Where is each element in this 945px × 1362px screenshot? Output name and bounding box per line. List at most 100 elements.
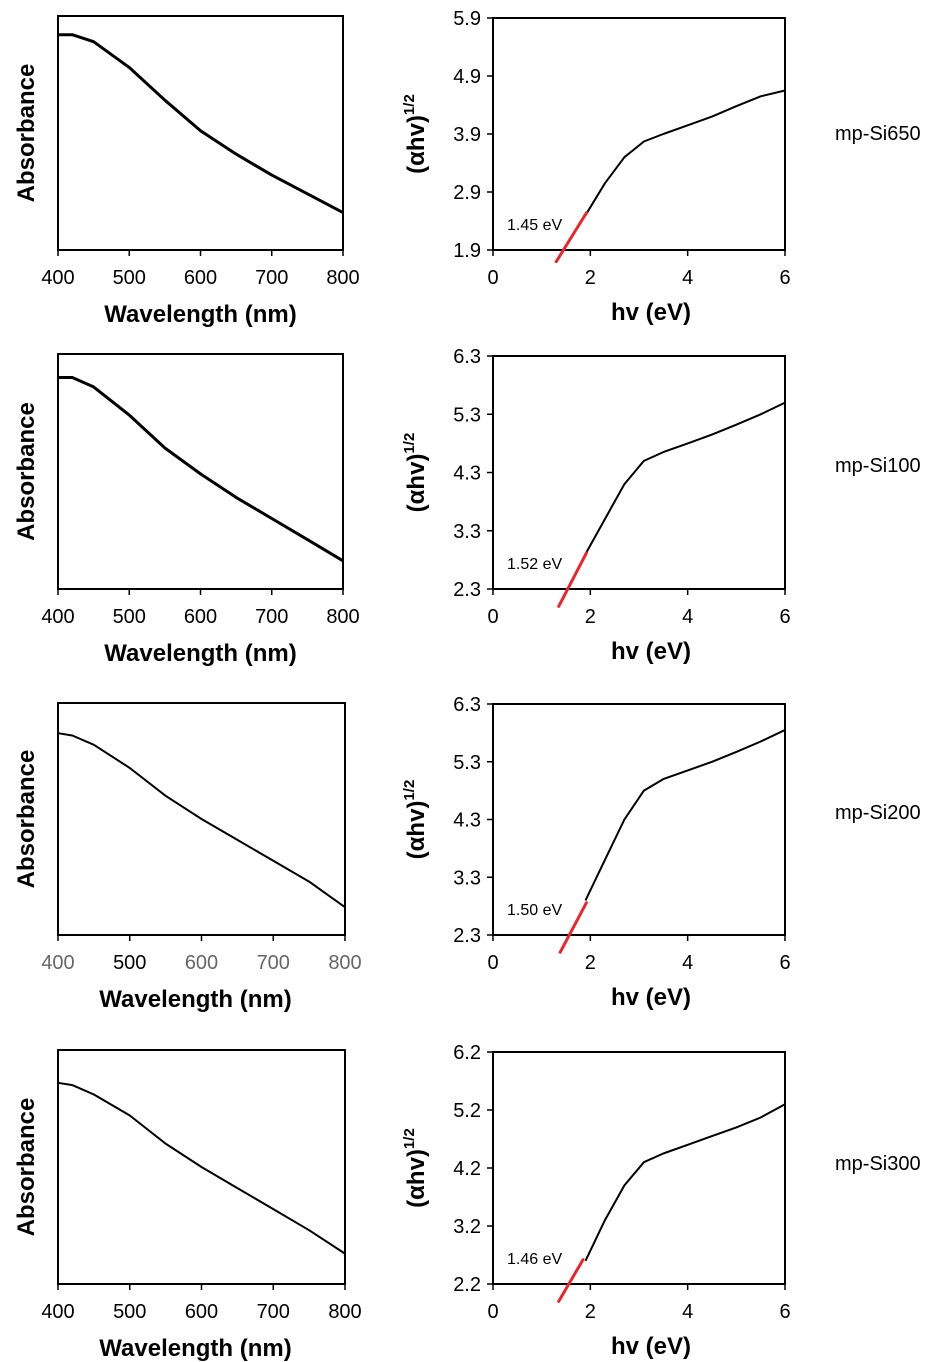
y-tick-label: 4.3 [453, 810, 481, 832]
x-axis-label: hv (eV) [611, 984, 691, 1011]
plot-frame [492, 703, 786, 936]
absorbance-chart: 400 500 600 700 800 Wavelength (nm) Absorbance [13, 1049, 362, 1362]
y-tick-label: 5.3 [453, 404, 481, 426]
x-tick-label: 700 [255, 267, 288, 289]
y-axis-label: (αhv)1/2 [401, 780, 430, 860]
y-axis-label: Absorbance [13, 750, 40, 889]
x-tick-label: 6 [779, 606, 790, 628]
y-tick-label: 2.9 [453, 182, 481, 204]
sample-label: mp-Si650 [835, 123, 921, 145]
x-tick-label: 0 [487, 1301, 498, 1323]
y-axis-label-superscript: 1/2 [401, 94, 418, 115]
sample-label: mp-Si200 [835, 802, 921, 824]
x-tick-label: 500 [113, 606, 146, 628]
y-tick-label: 4.2 [453, 1158, 481, 1180]
tauc-chart: 6.3 5.3 4.3 3.3 2.3 0 2 4 6 hv (eV) (αhv)1/2 1.50 e… [401, 694, 791, 1011]
plot-frame [492, 355, 786, 590]
tauc-chart: 6.2 5.2 4.2 3.2 2.2 0 2 4 6 hv (eV) (αhv)1/2 1.46 e… [401, 1042, 791, 1360]
y-tick-label: 3.3 [453, 521, 481, 543]
sample-label: mp-Si300 [835, 1153, 921, 1175]
y-axis-label: Absorbance [13, 64, 40, 203]
plot-frame [492, 17, 786, 251]
absorbance-series-line [57, 732, 346, 909]
panel-row-1: 400 500 600 700 800 Wavelength (nm) Absorbance… [13, 8, 921, 328]
y-tick-label: 5.3 [453, 752, 481, 774]
y-tick-label: 4.9 [453, 66, 481, 88]
y-axis-label: Absorbance [13, 402, 40, 541]
x-tick-label: 4 [682, 952, 693, 974]
x-tick-label: 600 [184, 606, 217, 628]
x-tick-label: 400 [41, 267, 74, 289]
y-tick-label: 2.2 [453, 1274, 481, 1296]
tauc-series-line [584, 729, 786, 901]
y-axis-label-superscript: 1/2 [401, 433, 418, 454]
absorbance-chart: 400 500 600 700 800 Wavelength (nm) Absorbance [13, 15, 360, 328]
x-axis-label: Wavelength (nm) [104, 640, 296, 667]
band-gap-label: 1.50 eV [507, 902, 562, 919]
plot-frame [57, 353, 344, 590]
band-gap-label: 1.52 eV [507, 556, 562, 573]
x-tick-label: 400 [41, 1301, 74, 1323]
x-tick-label: 2 [585, 267, 596, 289]
y-tick-label: 5.9 [453, 8, 481, 30]
x-tick-label: 4 [682, 1301, 693, 1323]
y-tick-label: 3.9 [453, 124, 481, 146]
panel-row-3: 400 500 600 700 800 Wavelength (nm) Absorbance… [13, 694, 921, 1013]
absorbance-series-line [57, 1081, 346, 1255]
band-gap-fit-line [554, 211, 588, 264]
x-tick-label: 6 [779, 267, 790, 289]
x-tick-label: 4 [682, 267, 693, 289]
x-axis-label: Wavelength (nm) [104, 301, 296, 328]
x-axis-label: hv (eV) [611, 638, 691, 665]
x-tick-label: 2 [585, 606, 596, 628]
tauc-series-line [584, 1103, 786, 1262]
x-tick-label: 600 [185, 952, 218, 974]
absorbance-series-line [58, 376, 344, 563]
x-tick-label: 0 [487, 606, 498, 628]
y-tick-label: 2.3 [453, 579, 481, 601]
x-tick-label: 0 [487, 952, 498, 974]
x-tick-label: 6 [779, 1301, 790, 1323]
x-tick-label: 800 [326, 267, 359, 289]
x-tick-label: 800 [328, 1301, 361, 1323]
y-tick-label: 6.2 [453, 1042, 481, 1064]
x-tick-label: 400 [41, 606, 74, 628]
band-gap-label: 1.46 eV [507, 1251, 562, 1268]
plot-frame [57, 15, 344, 251]
x-tick-label: 700 [255, 606, 288, 628]
x-tick-label: 600 [185, 1301, 218, 1323]
x-tick-label: 500 [113, 267, 146, 289]
x-tick-label: 800 [326, 606, 359, 628]
y-tick-label: 2.3 [453, 925, 481, 947]
tauc-chart: 5.9 4.9 3.9 2.9 1.9 0 2 4 6 hv (eV) (αhv)1/2 1.45 e… [401, 8, 791, 326]
x-axis-label: hv (eV) [611, 299, 691, 326]
y-tick-label: 3.3 [453, 867, 481, 889]
x-tick-label: 6 [779, 952, 790, 974]
y-tick-label: 5.2 [453, 1100, 481, 1122]
y-axis-label-base: (αhv) [403, 454, 430, 513]
x-tick-label: 400 [41, 952, 74, 974]
x-tick-label: 700 [257, 1301, 290, 1323]
y-tick-label: 4.3 [453, 463, 481, 485]
band-gap-fit-line [558, 901, 588, 954]
x-axis-label: Wavelength (nm) [99, 986, 291, 1013]
x-tick-label: 2 [585, 1301, 596, 1323]
absorbance-series-line [58, 33, 344, 214]
y-axis-label-superscript: 1/2 [401, 1128, 418, 1149]
band-gap-fit-line [557, 1258, 585, 1303]
sample-label: mp-Si100 [835, 455, 921, 477]
panel-row-4: 400 500 600 700 800 Wavelength (nm) Absorbance… [13, 1042, 921, 1362]
y-tick-label: 1.9 [453, 240, 481, 262]
x-tick-label: 500 [113, 952, 146, 974]
y-tick-label: 6.3 [453, 694, 481, 716]
x-tick-label: 700 [257, 952, 290, 974]
y-axis-label: Absorbance [13, 1098, 40, 1237]
x-tick-label: 4 [682, 606, 693, 628]
y-axis-label: (αhv)1/2 [401, 1128, 430, 1208]
x-tick-label: 600 [184, 267, 217, 289]
y-axis-label-superscript: 1/2 [401, 780, 418, 801]
panel-row-2: 400 500 600 700 800 Wavelength (nm) Absorbance… [13, 346, 921, 667]
y-axis-label-base: (αhv) [403, 115, 430, 174]
y-tick-label: 3.2 [453, 1216, 481, 1238]
